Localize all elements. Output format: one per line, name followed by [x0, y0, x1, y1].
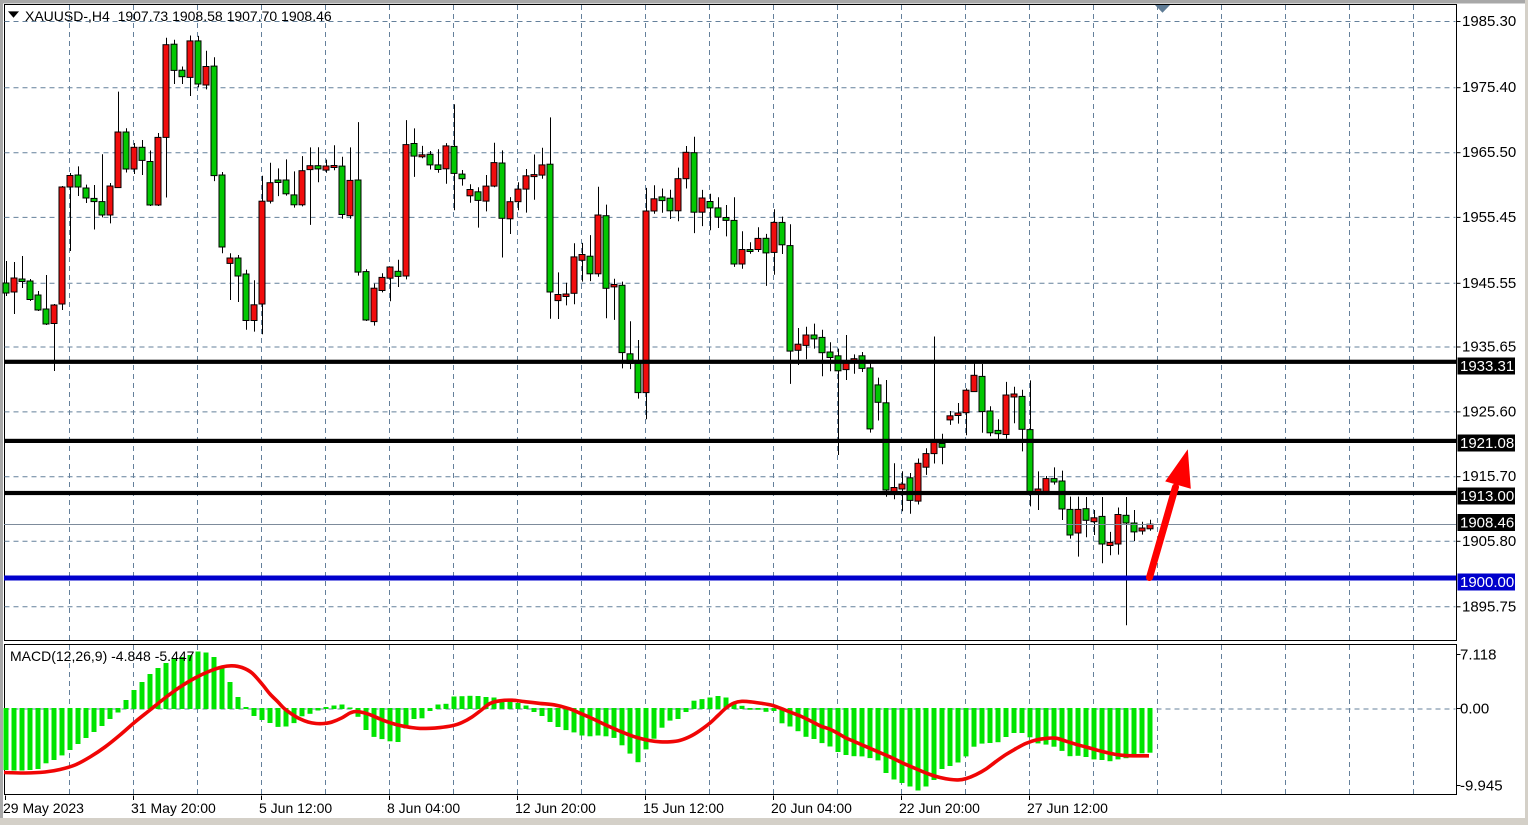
- svg-text:1965.50: 1965.50: [1462, 144, 1516, 161]
- svg-text:1895.75: 1895.75: [1462, 598, 1516, 615]
- svg-text:5 Jun 12:00: 5 Jun 12:00: [259, 800, 332, 816]
- svg-text:8 Jun 04:00: 8 Jun 04:00: [387, 800, 460, 816]
- svg-text:1975.40: 1975.40: [1462, 79, 1516, 96]
- svg-text:1908.46: 1908.46: [1460, 515, 1514, 532]
- svg-text:1915.70: 1915.70: [1462, 468, 1516, 485]
- svg-text:1905.80: 1905.80: [1462, 533, 1516, 550]
- svg-text:0.00: 0.00: [1460, 701, 1489, 718]
- svg-text:MACD(12,26,9) -4.848 -5.447: MACD(12,26,9) -4.848 -5.447: [10, 648, 195, 664]
- svg-text:XAUUSD-,H4 1907.73 1908.58 19: XAUUSD-,H4 1907.73 1908.58 1907.70 1908.…: [25, 8, 332, 24]
- svg-text:1933.31: 1933.31: [1460, 358, 1514, 375]
- svg-text:22 Jun 20:00: 22 Jun 20:00: [899, 800, 980, 816]
- svg-text:7.118: 7.118: [1460, 647, 1496, 664]
- svg-text:27 Jun 12:00: 27 Jun 12:00: [1027, 800, 1108, 816]
- svg-text:29 May 2023: 29 May 2023: [3, 800, 84, 816]
- svg-text:20 Jun 04:00: 20 Jun 04:00: [771, 800, 852, 816]
- svg-text:1985.30: 1985.30: [1462, 13, 1516, 30]
- svg-text:1945.55: 1945.55: [1462, 275, 1516, 292]
- svg-text:-9.945: -9.945: [1460, 778, 1503, 795]
- svg-text:12 Jun 20:00: 12 Jun 20:00: [515, 800, 596, 816]
- svg-text:15 Jun 12:00: 15 Jun 12:00: [643, 800, 724, 816]
- svg-text:1900.00: 1900.00: [1460, 574, 1514, 591]
- svg-text:1955.45: 1955.45: [1462, 209, 1516, 226]
- svg-text:1935.65: 1935.65: [1462, 339, 1516, 356]
- svg-text:1921.08: 1921.08: [1460, 435, 1514, 452]
- svg-text:1913.00: 1913.00: [1460, 488, 1514, 505]
- svg-text:1925.60: 1925.60: [1462, 403, 1516, 420]
- svg-text:31 May 20:00: 31 May 20:00: [131, 800, 216, 816]
